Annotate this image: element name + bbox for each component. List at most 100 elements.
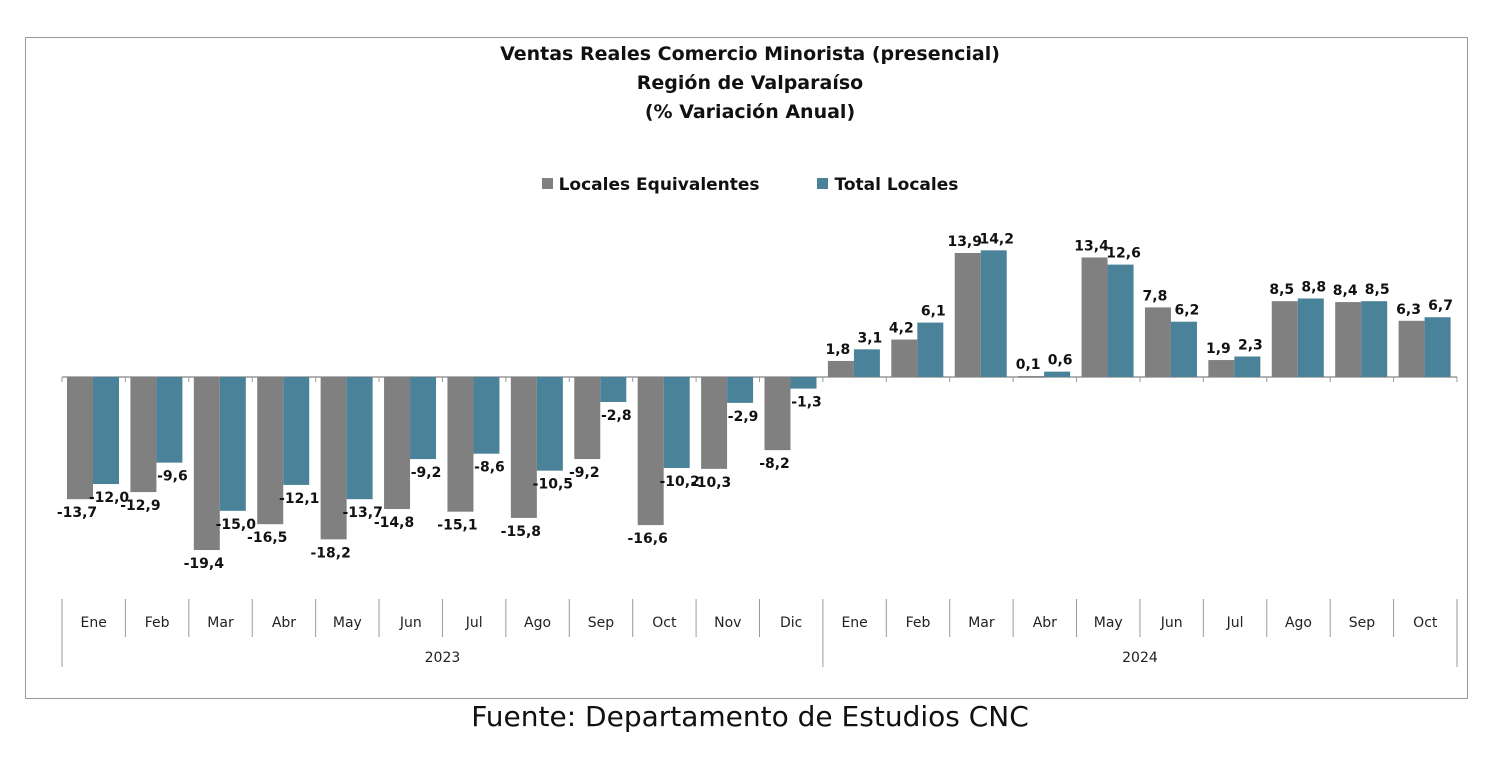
year-label-0: 2023: [425, 650, 461, 666]
legend-swatch-locales-equivalentes: [541, 177, 553, 189]
data-label-locales-equivalentes-12: 1,8: [826, 342, 851, 358]
bar-total-locales-13: [917, 322, 944, 377]
category-label-15: Abr: [1033, 615, 1057, 631]
chart-legend: Locales Equivalentes Total Locales: [0, 175, 1500, 195]
bar-locales-equivalentes-11: [764, 377, 791, 451]
legend-label-total-locales: Total Locales: [834, 175, 959, 195]
data-label-locales-equivalentes-8: -9,2: [569, 465, 600, 481]
data-label-total-locales-7: -10,5: [533, 477, 573, 493]
bar-total-locales-1: [156, 377, 183, 463]
bar-total-locales-8: [600, 377, 627, 402]
data-label-locales-equivalentes-16: 13,4: [1074, 238, 1109, 254]
category-label-19: Ago: [1285, 615, 1312, 631]
category-label-10: Nov: [714, 615, 741, 631]
bar-total-locales-6: [473, 377, 500, 454]
bar-total-locales-0: [93, 377, 119, 485]
category-label-12: Ene: [841, 615, 867, 631]
bar-locales-equivalentes-17: [1144, 307, 1171, 377]
bar-locales-equivalentes-6: [447, 377, 474, 512]
data-label-total-locales-4: -13,7: [342, 505, 382, 521]
bar-total-locales-17: [1170, 321, 1197, 377]
bar-locales-equivalentes-19: [1271, 301, 1298, 377]
data-label-locales-equivalentes-4: -18,2: [310, 545, 350, 561]
bar-locales-equivalentes-5: [384, 377, 411, 510]
data-label-locales-equivalentes-21: 6,3: [1396, 302, 1421, 318]
bar-locales-equivalentes-2: [193, 377, 220, 551]
chart-title-line-3: (% Variación Anual): [644, 101, 856, 123]
data-label-locales-equivalentes-14: 13,9: [947, 234, 982, 250]
bar-locales-equivalentes-10: [701, 377, 728, 469]
bar-locales-equivalentes-14: [954, 253, 981, 377]
category-label-11: Dic: [780, 615, 802, 631]
data-label-total-locales-1: -9,6: [157, 469, 188, 485]
data-label-total-locales-12: 3,1: [858, 330, 883, 346]
bar-total-locales-19: [1297, 298, 1324, 377]
data-label-locales-equivalentes-15: 0,1: [1016, 357, 1041, 373]
legend-item-total-locales: Total Locales: [817, 175, 958, 195]
bar-total-locales-14: [980, 250, 1007, 377]
data-label-total-locales-6: -8,6: [474, 460, 505, 476]
bar-locales-equivalentes-1: [130, 377, 157, 493]
legend-label-locales-equivalentes: Locales Equivalentes: [558, 175, 760, 195]
bar-total-locales-15: [1044, 371, 1071, 377]
category-label-4: May: [333, 615, 362, 631]
data-label-locales-equivalentes-3: -16,5: [247, 530, 287, 546]
data-label-total-locales-8: -2,8: [601, 408, 632, 424]
category-label-21: Oct: [1413, 615, 1438, 631]
year-label-1: 2024: [1122, 650, 1158, 666]
data-label-locales-equivalentes-10: -10,3: [691, 475, 731, 491]
category-label-20: Sep: [1349, 615, 1376, 631]
category-label-7: Ago: [524, 615, 551, 631]
bar-total-locales-20: [1361, 301, 1388, 377]
bar-total-locales-16: [1107, 264, 1134, 377]
bar-chart: -13,7 -12,9 -19,4 -16,5 -18,2 -14,8 -15,1 -15,8…: [57, 231, 1458, 667]
bar-locales-equivalentes-18: [1208, 360, 1235, 377]
bar-total-locales-4: [346, 377, 373, 500]
chart-title: Ventas Reales Comercio Minorista (presen…: [0, 40, 1500, 127]
data-label-total-locales-3: -12,1: [279, 491, 319, 507]
data-label-locales-equivalentes-19: 8,5: [1269, 282, 1294, 298]
bar-locales-equivalentes-21: [1398, 320, 1425, 377]
data-label-locales-equivalentes-6: -15,1: [437, 518, 477, 534]
data-label-locales-equivalentes-2: -19,4: [184, 556, 225, 572]
bar-locales-equivalentes-16: [1081, 257, 1108, 377]
data-label-locales-equivalentes-13: 4,2: [889, 321, 914, 337]
bar-total-locales-18: [1234, 356, 1261, 377]
bar-locales-equivalentes-4: [320, 377, 347, 540]
bar-locales-equivalentes-20: [1335, 302, 1362, 377]
chart-title-line-2: Región de Valparaíso: [636, 72, 864, 94]
bar-total-locales-12: [853, 349, 880, 377]
bar-locales-equivalentes-15: [1018, 376, 1045, 378]
data-label-total-locales-9: -10,2: [660, 474, 700, 490]
data-label-locales-equivalentes-9: -16,6: [628, 531, 668, 547]
data-label-total-locales-14: 14,2: [979, 231, 1014, 247]
data-label-total-locales-17: 6,2: [1175, 303, 1200, 319]
category-label-13: Feb: [906, 615, 931, 631]
legend-swatch-total-locales: [817, 177, 829, 189]
source-note: Fuente: Departamento de Estudios CNC: [471, 700, 1029, 733]
category-label-9: Oct: [652, 615, 677, 631]
bar-total-locales-5: [410, 377, 437, 460]
bar-total-locales-21: [1424, 317, 1451, 377]
data-label-total-locales-20: 8,5: [1365, 282, 1390, 298]
data-label-total-locales-5: -9,2: [411, 465, 442, 481]
bar-locales-equivalentes-3: [257, 377, 284, 525]
category-label-17: Jun: [1160, 615, 1183, 631]
data-label-total-locales-11: -1,3: [791, 395, 822, 411]
data-label-total-locales-16: 12,6: [1106, 246, 1141, 262]
data-label-total-locales-13: 6,1: [921, 304, 946, 320]
data-label-locales-equivalentes-17: 7,8: [1143, 288, 1168, 304]
data-label-total-locales-2: -15,0: [216, 517, 257, 533]
bar-locales-equivalentes-0: [67, 377, 93, 500]
bar-total-locales-10: [727, 377, 754, 403]
category-label-14: Mar: [968, 615, 995, 631]
bar-total-locales-7: [536, 377, 563, 471]
bar-total-locales-9: [663, 377, 690, 468]
data-label-locales-equivalentes-0: -13,7: [57, 505, 97, 521]
bar-locales-equivalentes-9: [637, 377, 664, 526]
category-label-2: Mar: [207, 615, 234, 631]
data-label-locales-equivalentes-5: -14,8: [374, 515, 414, 531]
data-label-locales-equivalentes-1: -12,9: [120, 498, 160, 514]
bar-locales-equivalentes-12: [827, 360, 854, 377]
category-label-16: May: [1094, 615, 1123, 631]
